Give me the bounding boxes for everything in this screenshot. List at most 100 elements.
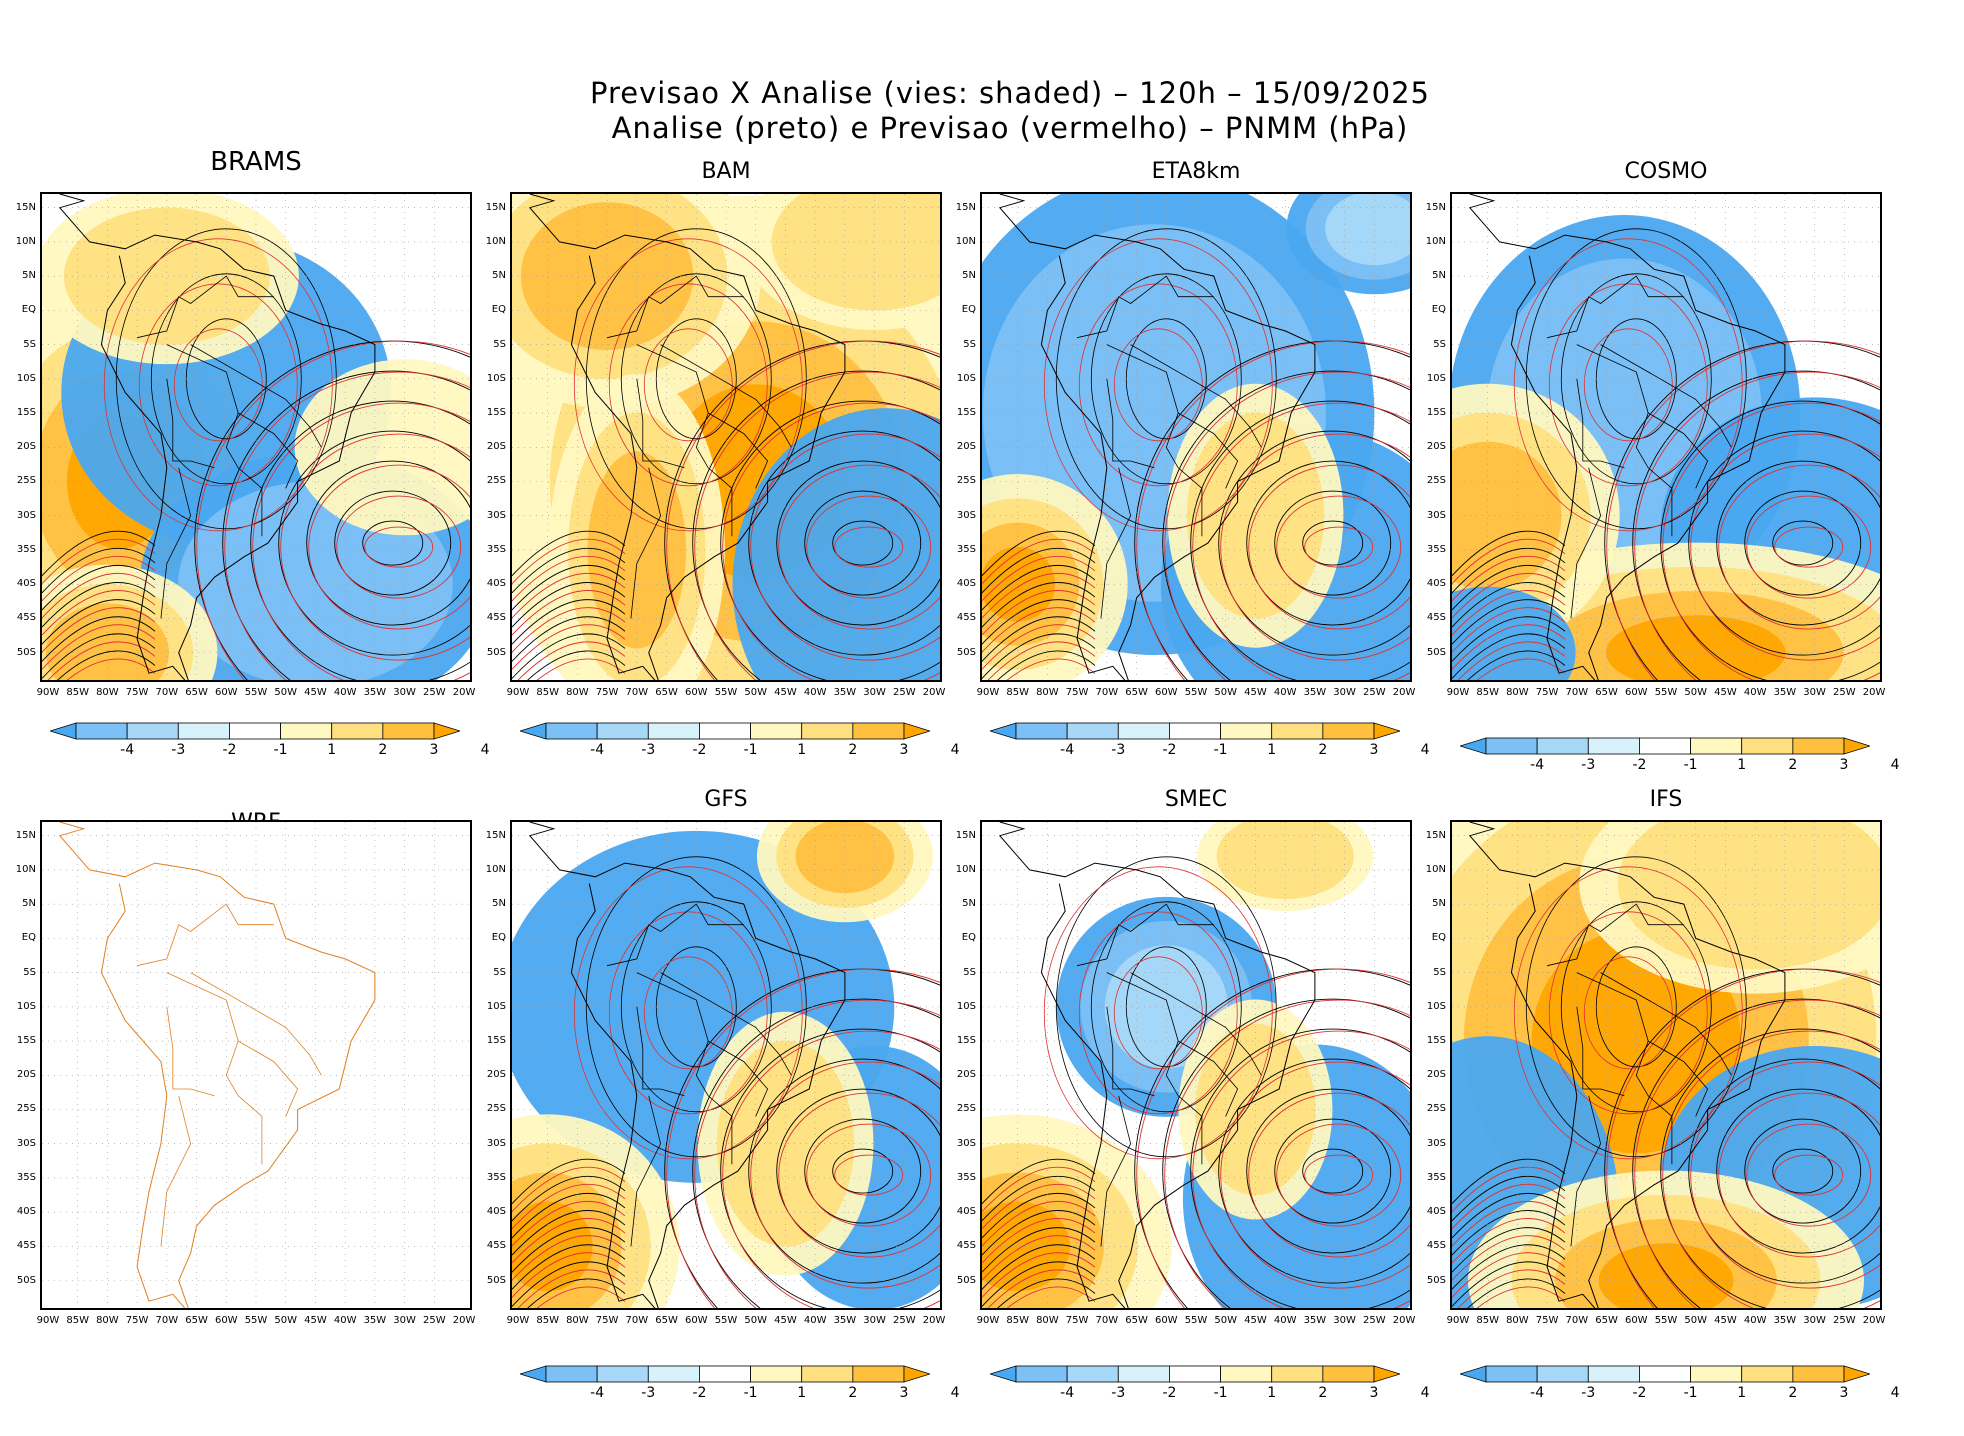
map-svg xyxy=(1452,194,1880,680)
lon-tick-label: 65W xyxy=(185,687,208,698)
bias-shading xyxy=(63,207,270,345)
country-border xyxy=(1177,412,1239,489)
bias-shading xyxy=(294,359,470,536)
lon-tick-label: 80W xyxy=(1506,1315,1529,1326)
lon-tick-label: 75W xyxy=(1535,687,1559,698)
analysis-isobar xyxy=(278,430,470,656)
lat-tick-label: 15N xyxy=(955,201,976,213)
lon-tick-label: 85W xyxy=(536,1315,559,1326)
analysis-isobar xyxy=(720,1028,940,1308)
colorbar-label: -4 xyxy=(590,1385,605,1401)
colorbar-label: 1 xyxy=(1737,757,1747,773)
lon-tick-label: 80W xyxy=(566,687,589,698)
colorbar-label: 1 xyxy=(797,742,807,758)
colorbar-label: -3 xyxy=(1111,742,1126,758)
lon-tick-label: 75W xyxy=(595,1315,619,1326)
forecast-isobar xyxy=(806,1123,932,1227)
colorbar-label: -3 xyxy=(1111,1385,1126,1401)
lat-tick-label: 30S xyxy=(16,509,36,521)
bias-shading xyxy=(1605,615,1786,680)
forecast-isobar xyxy=(42,590,156,636)
lon-tick-label: 50W xyxy=(1684,687,1708,698)
analysis-isobar xyxy=(982,1158,1096,1205)
forecast-isobar xyxy=(1746,1123,1872,1227)
colorbar-segment xyxy=(990,1365,1017,1383)
forecast-isobar xyxy=(66,658,156,680)
lon-tick-label: 85W xyxy=(1476,687,1499,698)
lon-tick-label: 25W xyxy=(1833,687,1856,698)
coastline xyxy=(998,194,1316,680)
forecast-isobar xyxy=(982,1235,1096,1281)
lat-tick-label: 15S xyxy=(486,1035,506,1047)
lat-tick-label: EQ xyxy=(21,932,36,944)
colorbar-segment xyxy=(382,722,435,740)
lon-tick-label: 70W xyxy=(155,1315,179,1326)
colorbar-segment xyxy=(801,722,854,740)
colorbar-label: -1 xyxy=(743,742,758,758)
colorbar-segment xyxy=(1587,1365,1640,1383)
colorbar-segment xyxy=(126,722,179,740)
colorbar-label: 4 xyxy=(1890,1385,1900,1401)
lon-tick-label: 50W xyxy=(1214,687,1238,698)
forecast-isobar xyxy=(308,464,470,630)
colorbar-label: -2 xyxy=(692,1385,707,1401)
country-border xyxy=(160,467,192,619)
colorbar-segment xyxy=(1792,1365,1845,1383)
forecast-isobar xyxy=(1452,624,1566,670)
lon-tick-label: 65W xyxy=(185,1315,208,1326)
panel-title: IFS xyxy=(1649,787,1683,812)
lat-tick-label: 30S xyxy=(956,509,976,521)
forecast-isobar xyxy=(1220,433,1410,661)
colorbar-segment xyxy=(1741,737,1794,755)
colorbar-label: 1 xyxy=(1737,1385,1747,1401)
forecast-isobar xyxy=(1583,328,1673,442)
colorbar-label: -4 xyxy=(1060,742,1075,758)
forecast-isobar xyxy=(694,371,940,680)
forecast-isobar xyxy=(1452,1252,1566,1298)
lat-tick-label: 20S xyxy=(486,1069,506,1081)
figure-title: Previsao X Analise (vies: shaded) – 120h… xyxy=(0,76,1964,146)
colorbar-label: -2 xyxy=(1632,1385,1647,1401)
analysis-isobar xyxy=(42,582,156,628)
analysis-isobar xyxy=(1090,901,1242,1113)
map-svg xyxy=(42,822,470,1308)
lat-tick-label: EQ xyxy=(491,304,506,316)
forecast-isobar xyxy=(42,538,156,585)
analysis-isobar xyxy=(1302,520,1364,566)
analysis-isobar xyxy=(982,1261,1096,1307)
colorbar-segment xyxy=(596,1365,649,1383)
colorbar-segment xyxy=(1015,722,1068,740)
forecast-isobar xyxy=(1452,1235,1566,1281)
panel-title: BRAMS xyxy=(210,147,302,177)
lon-tick-label: 65W xyxy=(1595,687,1618,698)
country-border xyxy=(1130,344,1262,448)
lon-tick-label: 40W xyxy=(333,687,357,698)
colorbar-segment xyxy=(280,722,333,740)
country-border xyxy=(1100,467,1132,619)
country-border xyxy=(166,1006,215,1097)
bias-shading xyxy=(771,194,940,311)
lat-tick-label: 15S xyxy=(956,407,976,419)
colorbar-segment xyxy=(1117,1365,1170,1383)
analysis-isobar xyxy=(42,599,156,645)
country-border xyxy=(237,1040,299,1117)
forecast-isobar xyxy=(1043,866,1273,1160)
forecast-isobar xyxy=(1452,1218,1566,1264)
lon-tick-label: 45W xyxy=(774,1315,797,1326)
lat-tick-label: 50S xyxy=(16,646,36,658)
colorbar-segment xyxy=(903,722,930,740)
lon-tick-label: 60W xyxy=(1624,687,1648,698)
panel-title: COSMO xyxy=(1624,159,1708,184)
colorbar-segment xyxy=(852,722,905,740)
forecast-isobar xyxy=(806,495,932,599)
lat-tick-label: 10S xyxy=(956,372,976,384)
colorbar-label: 2 xyxy=(1318,742,1328,758)
lat-tick-label: 15N xyxy=(15,829,36,841)
lat-tick-label: 35S xyxy=(956,1171,976,1183)
forecast-isobar xyxy=(512,624,626,670)
lat-tick-label: 25S xyxy=(486,475,506,487)
lon-tick-label: 90W xyxy=(1446,1315,1470,1326)
analysis-isobar xyxy=(1660,400,1880,680)
analysis-isobar xyxy=(512,1175,626,1222)
forecast-isobar xyxy=(722,1030,940,1308)
